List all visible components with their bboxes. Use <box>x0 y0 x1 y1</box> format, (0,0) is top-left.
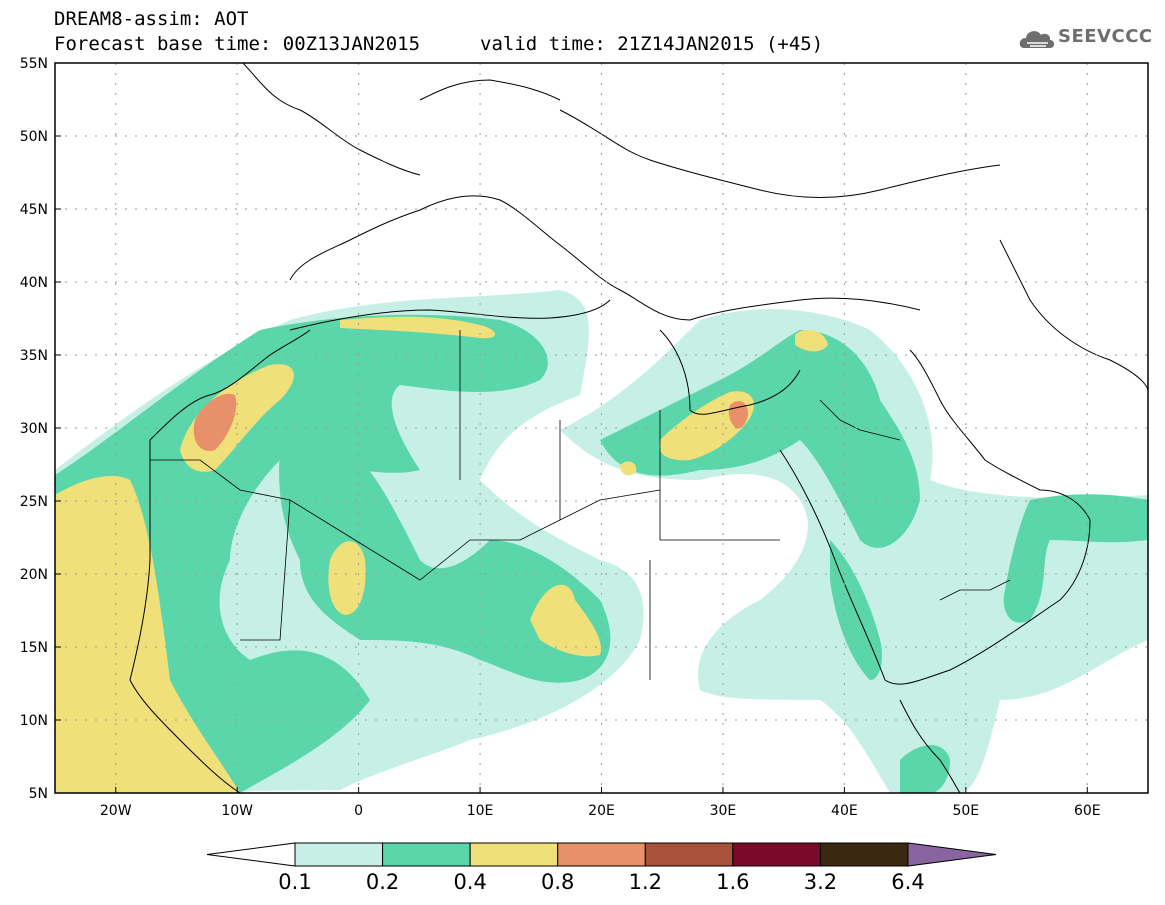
lon-label: 20E <box>588 803 615 819</box>
lon-label: 60E <box>1074 803 1101 819</box>
cloud-icon <box>1019 31 1055 48</box>
forecast-base-time: Forecast base time: 00Z13JAN2015 <box>54 33 421 55</box>
longitude-axis: 20W 10W 0 10E 20E 30E 40E 50E 60E <box>100 787 1101 819</box>
colorbar-level-label: 0.4 <box>453 870 487 894</box>
lon-label: 10W <box>221 803 253 819</box>
colorbar-level-label: 0.8 <box>541 870 575 894</box>
lon-label: 10E <box>467 803 494 819</box>
logo-text: SEEVCCC <box>1058 26 1153 47</box>
lat-label: 55N <box>20 56 48 72</box>
coastlines <box>129 63 1148 793</box>
lon-label: 20W <box>100 803 132 819</box>
colorbar-swatch <box>819 842 909 867</box>
colorbar-swatch <box>382 842 471 867</box>
lon-label: 30E <box>710 803 737 819</box>
colorbar-level-label: 6.4 <box>891 870 925 894</box>
lat-label: 50N <box>20 129 48 145</box>
colorbar-level-label: 0.2 <box>365 870 400 894</box>
colorbar-swatch <box>732 842 821 867</box>
colorbar-min-arrow <box>206 842 296 867</box>
colorbar-swatch <box>294 842 384 867</box>
lat-label: 45N <box>20 202 48 218</box>
lon-label: 50E <box>952 803 979 819</box>
colorbar-level-label: 1.2 <box>628 870 662 894</box>
lon-label: 40E <box>831 803 858 819</box>
valid-time: valid time: 21Z14JAN2015 (+45) <box>480 33 824 55</box>
colorbar-level-label: 1.6 <box>716 870 750 894</box>
lat-label: 20N <box>20 567 48 583</box>
map-title: DREAM8-assim: AOT <box>54 8 249 30</box>
colorbar-level-label: 0.1 <box>278 870 312 894</box>
latitude-axis: 55N 50N 45N 40N 35N 30N 25N 20N 15N 10N 5N <box>20 56 61 802</box>
lon-label: 0 <box>354 803 363 819</box>
colorbar-max-arrow <box>907 842 997 867</box>
lat-label: 30N <box>20 421 48 437</box>
colorbar-swatch <box>644 842 734 867</box>
lat-label: 40N <box>20 275 48 291</box>
country-borders <box>150 330 1011 680</box>
colorbar-swatch <box>557 842 646 867</box>
lat-label: 25N <box>20 494 48 510</box>
colorbar <box>206 842 997 867</box>
colorbar-swatch <box>469 842 559 867</box>
lat-label: 35N <box>20 348 48 364</box>
lat-label: 15N <box>20 640 48 656</box>
lat-label: 5N <box>29 786 48 802</box>
aot-contours <box>55 290 1148 793</box>
colorbar-level-label: 3.2 <box>803 870 838 894</box>
lat-label: 10N <box>20 713 48 729</box>
